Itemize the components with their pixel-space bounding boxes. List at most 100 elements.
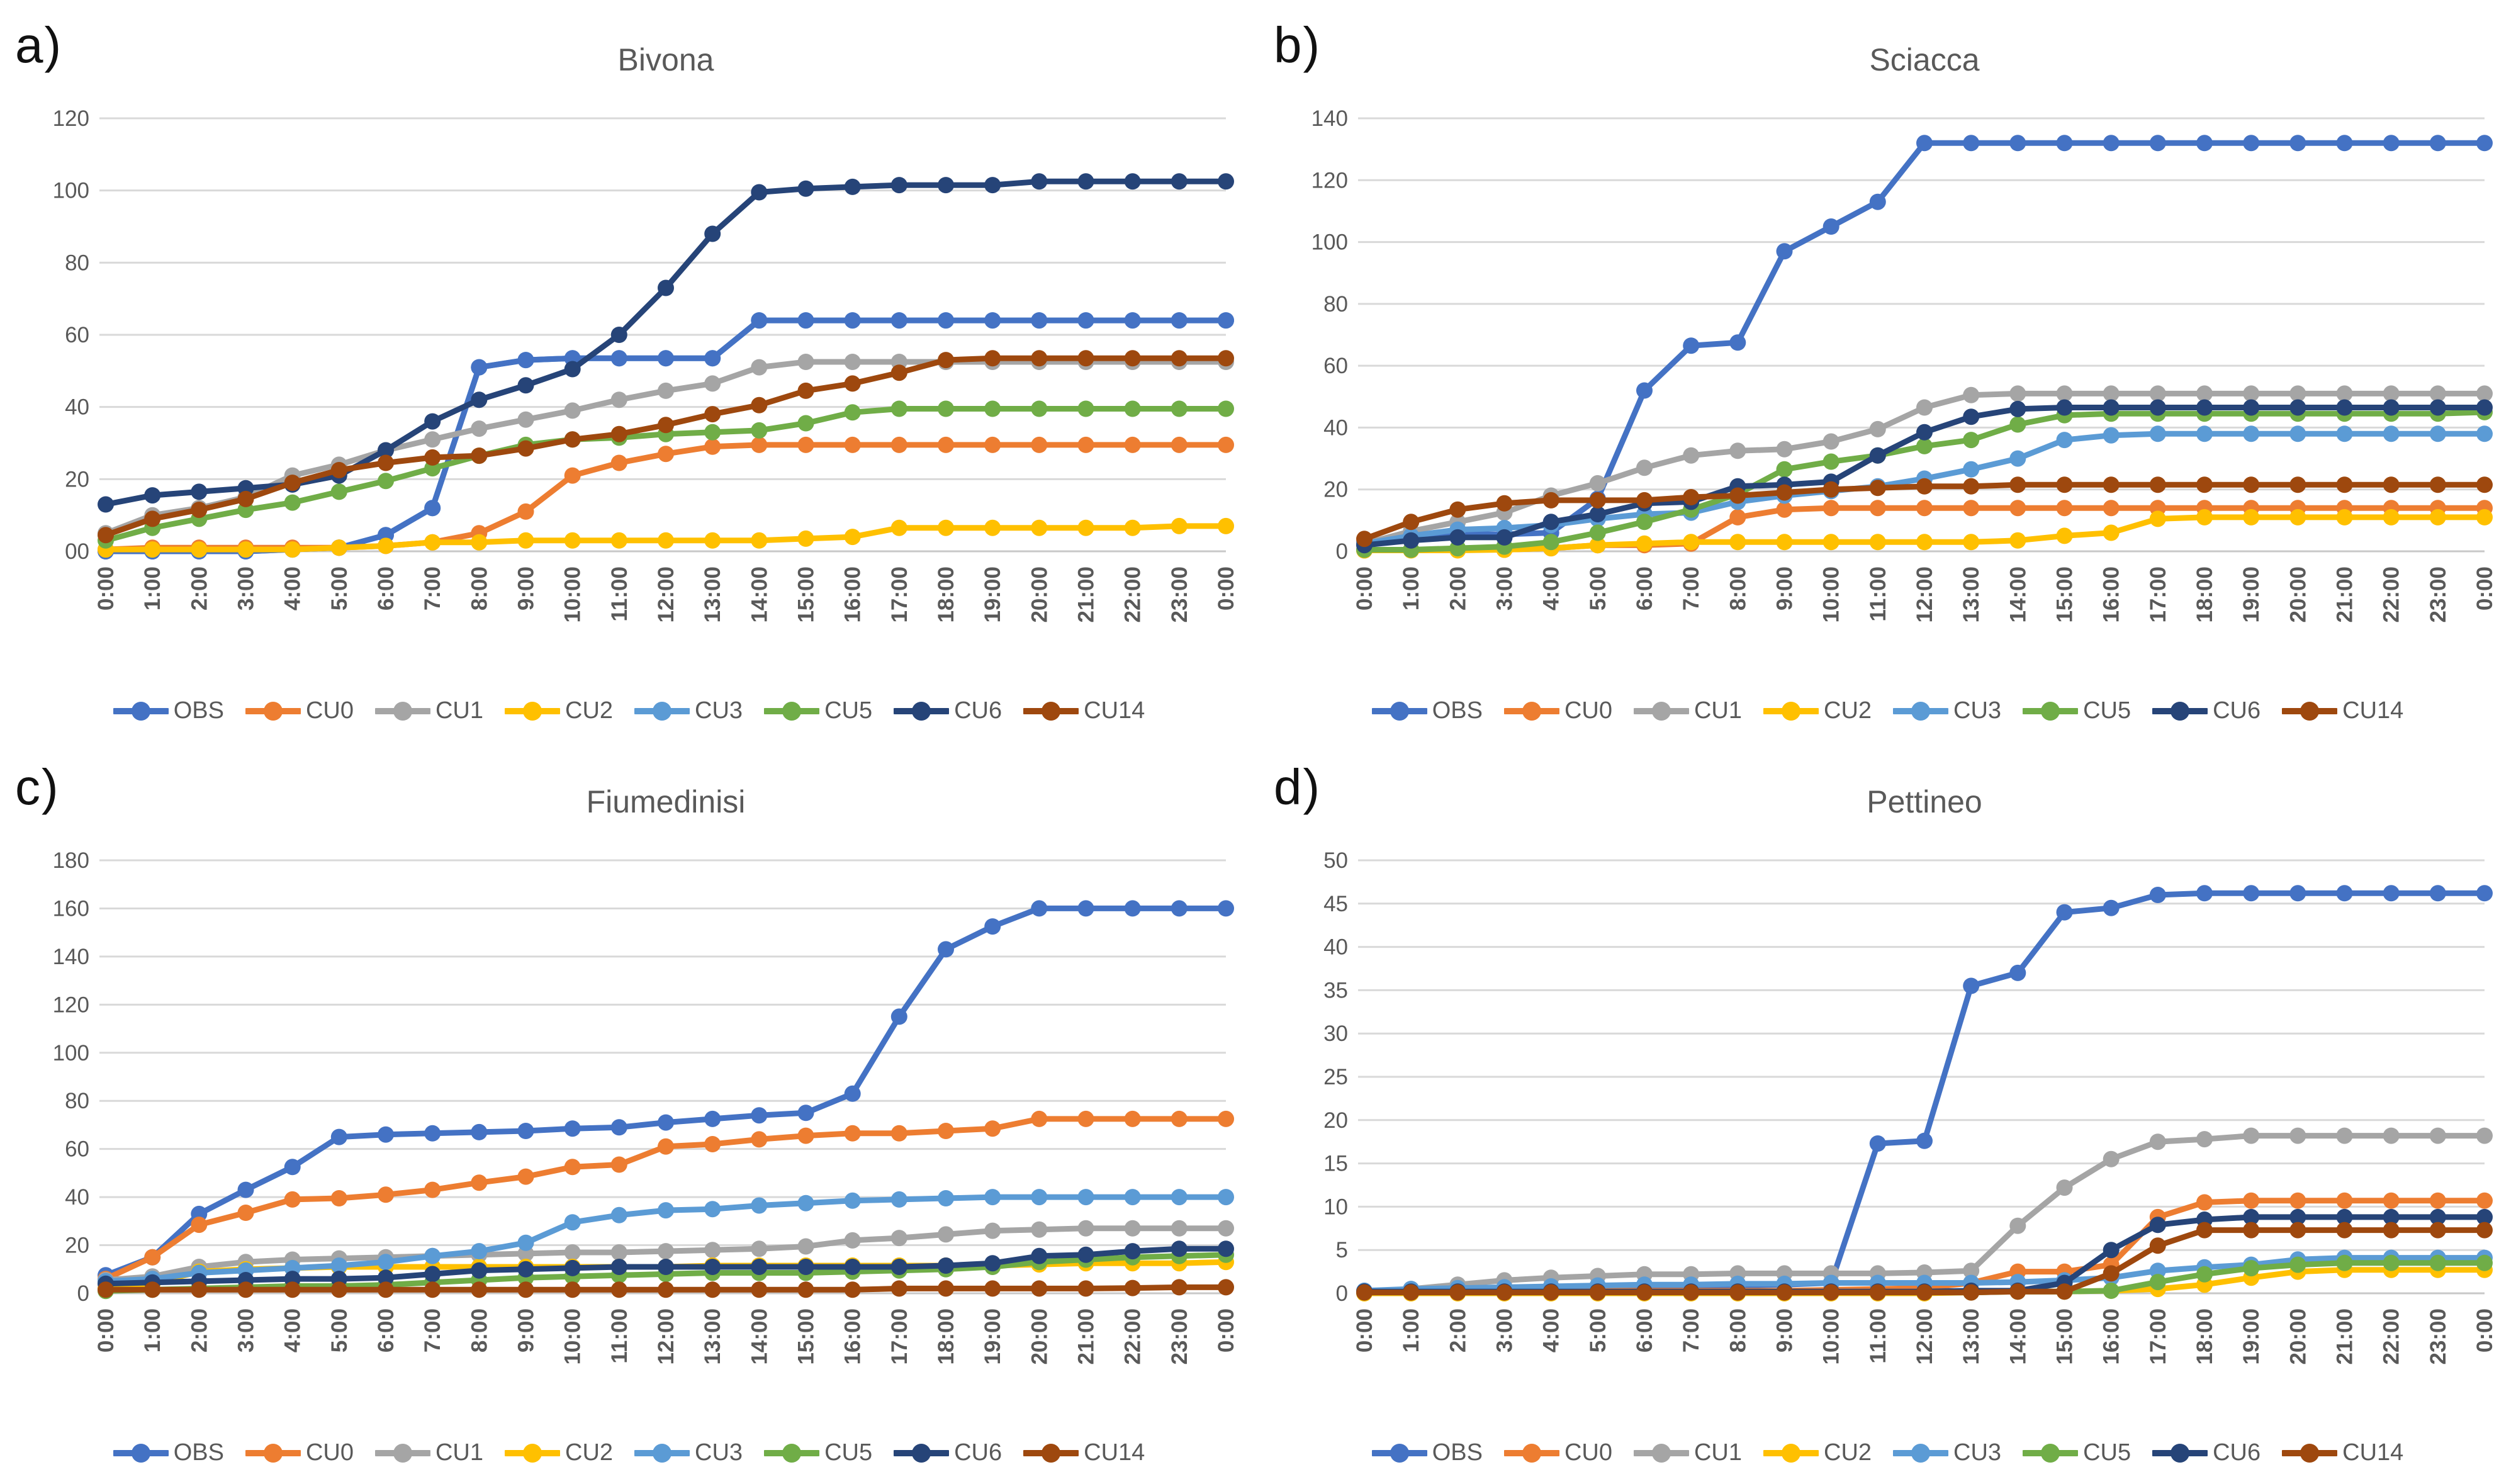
series-CU14 xyxy=(98,1279,1234,1298)
data-point-marker xyxy=(610,1259,627,1275)
data-point-marker xyxy=(751,396,768,413)
data-point-marker xyxy=(2476,885,2493,902)
data-point-marker xyxy=(1963,534,1980,551)
data-point-marker xyxy=(658,1243,674,1260)
data-point-marker xyxy=(2196,425,2213,442)
data-point-marker xyxy=(564,431,581,448)
data-point-marker xyxy=(610,532,627,549)
data-point-marker xyxy=(1869,1135,1886,1152)
x-axis-labels: 0:00 1:00 2:00 3:00 4:00 5:00 6:00 7:00 8:00 9:00… xyxy=(1352,566,2497,623)
data-point-marker xyxy=(378,1281,394,1298)
data-point-marker xyxy=(1963,478,1980,495)
legend-item-CU3: CU3 xyxy=(1893,697,2001,724)
data-point-marker xyxy=(1822,481,1839,498)
data-point-marker xyxy=(2149,510,2166,527)
data-point-marker xyxy=(984,177,1001,194)
x-tick-label: 3:00 xyxy=(234,566,259,610)
data-point-marker xyxy=(1776,243,1793,260)
legend-label: CU0 xyxy=(1564,1439,1612,1466)
data-point-marker xyxy=(2476,425,2493,442)
data-point-marker xyxy=(2103,1150,2120,1167)
data-point-marker xyxy=(2383,1192,2400,1209)
data-point-marker xyxy=(1031,1280,1048,1297)
data-point-marker xyxy=(284,541,301,558)
data-point-marker xyxy=(704,424,721,441)
data-point-marker xyxy=(1171,900,1188,917)
data-point-marker xyxy=(1124,1189,1141,1206)
data-point-marker xyxy=(1031,1110,1048,1127)
y-tick-label: 40 xyxy=(1323,415,1348,440)
data-point-marker xyxy=(1077,1220,1094,1237)
data-point-marker xyxy=(517,411,534,428)
y-tick-label: 60 xyxy=(65,1137,89,1162)
data-point-marker xyxy=(2196,1222,2213,1239)
data-point-marker xyxy=(2196,385,2213,402)
y-tick-label: 20 xyxy=(65,467,89,492)
legend-marker-icon xyxy=(894,701,950,721)
data-point-marker xyxy=(2009,476,2026,493)
data-point-marker xyxy=(797,530,814,547)
data-point-marker xyxy=(517,1281,534,1298)
data-point-marker xyxy=(2383,135,2400,152)
data-point-marker xyxy=(2196,1194,2213,1211)
data-point-marker xyxy=(2476,1222,2493,1239)
x-tick-label: 9:00 xyxy=(514,1308,539,1352)
y-tick-label: 100 xyxy=(53,1041,89,1065)
data-point-marker xyxy=(2429,425,2446,442)
legend-label: OBS xyxy=(1432,1439,1483,1466)
data-point-marker xyxy=(1636,514,1653,531)
x-tick-label: 17:00 xyxy=(2146,566,2171,623)
data-point-marker xyxy=(938,519,954,536)
x-tick-label: 15:00 xyxy=(2053,566,2077,623)
data-point-marker xyxy=(2103,385,2120,402)
legend-marker-icon xyxy=(894,1443,950,1463)
x-tick-label: 11:00 xyxy=(607,566,632,622)
data-point-marker xyxy=(2429,509,2446,526)
legend-label: CU14 xyxy=(2342,1439,2404,1466)
data-point-marker xyxy=(2149,1274,2166,1291)
data-point-marker xyxy=(984,1222,1001,1239)
data-point-marker xyxy=(890,1230,907,1247)
data-point-marker xyxy=(2336,1254,2353,1271)
data-point-marker xyxy=(2009,1283,2026,1300)
data-point-marker xyxy=(517,1168,534,1185)
data-point-marker xyxy=(378,1186,394,1203)
data-point-marker xyxy=(704,1281,721,1298)
legend-item-CU5: CU5 xyxy=(764,1439,872,1466)
data-point-marker xyxy=(144,487,161,504)
data-point-marker xyxy=(2009,135,2026,152)
x-tick-label: 2:00 xyxy=(1446,1308,1470,1352)
x-tick-label: 13:00 xyxy=(700,566,725,623)
data-point-marker xyxy=(890,1191,907,1208)
x-tick-label: 1:00 xyxy=(1399,1308,1424,1352)
data-point-marker xyxy=(1171,400,1188,417)
data-point-marker xyxy=(2476,1254,2493,1271)
x-tick-label: 3:00 xyxy=(234,1308,259,1352)
chart-title: Fiumedinisi xyxy=(586,784,746,819)
x-tick-label: 15:00 xyxy=(794,566,819,623)
data-point-marker xyxy=(704,532,721,549)
data-point-marker xyxy=(1636,382,1653,399)
data-point-marker xyxy=(844,1192,861,1209)
data-point-marker xyxy=(2336,509,2353,526)
data-point-marker xyxy=(658,1114,674,1131)
data-point-marker xyxy=(2056,385,2073,402)
data-point-marker xyxy=(471,359,488,376)
x-tick-label: 9:00 xyxy=(514,566,539,610)
x-tick-label: 13:00 xyxy=(1959,566,1984,623)
data-point-marker xyxy=(984,519,1001,536)
data-point-marker xyxy=(471,391,488,408)
data-point-marker xyxy=(2103,500,2120,517)
data-point-marker xyxy=(330,1190,347,1206)
data-point-marker xyxy=(658,532,674,549)
data-point-marker xyxy=(1449,529,1466,546)
data-point-marker xyxy=(2476,476,2493,493)
legend-marker-icon xyxy=(2023,701,2079,721)
legend-item-CU2: CU2 xyxy=(1763,1439,1872,1466)
data-point-marker xyxy=(938,1257,954,1274)
x-tick-label: 22:00 xyxy=(1121,566,1145,623)
data-point-marker xyxy=(2383,1127,2400,1144)
y-tick-label: 20 xyxy=(1323,478,1348,502)
data-point-marker xyxy=(797,382,814,399)
data-point-marker xyxy=(2056,1179,2073,1196)
